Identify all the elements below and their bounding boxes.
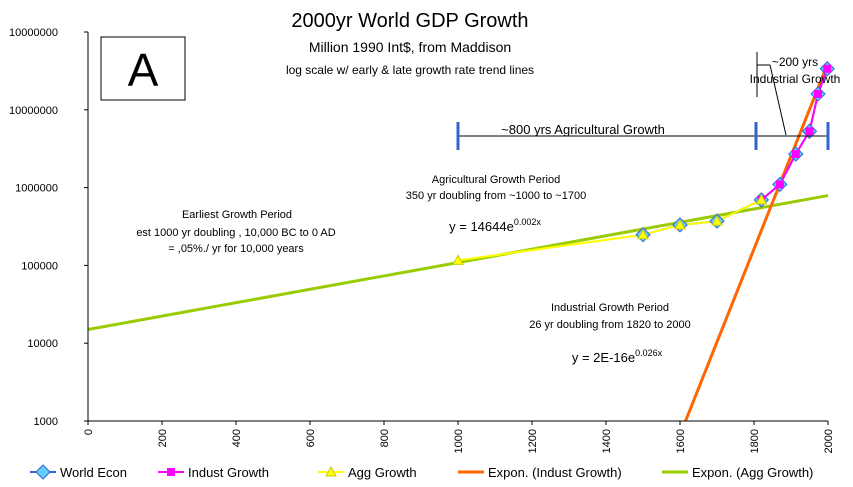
equation: y = 14644e0.002x xyxy=(449,217,541,234)
chart-title: 2000yr World GDP Growth xyxy=(291,10,528,32)
bracket xyxy=(458,52,828,137)
plot-area xyxy=(87,61,835,422)
marker xyxy=(167,468,175,476)
legend-label: Agg Growth xyxy=(348,465,417,480)
marker xyxy=(35,464,51,480)
annotation: ~800 yrs Agricultural Growth xyxy=(501,122,665,137)
x-tick-label: 1000 xyxy=(453,429,465,453)
series-line xyxy=(684,62,830,422)
marker xyxy=(823,64,832,73)
y-tick-label: 10000 xyxy=(27,338,58,350)
x-tick-label: 1600 xyxy=(675,429,687,453)
equation-text: y = 2E-16e xyxy=(572,350,635,365)
marker xyxy=(791,150,800,159)
y-tick-label: 100000 xyxy=(21,260,58,272)
legend-label: Indust Growth xyxy=(188,465,269,480)
legend-label: Expon. (Indust Growth) xyxy=(488,465,622,480)
equation-exponent: 0.026x xyxy=(635,348,663,358)
y-tick-label: 1000000 xyxy=(15,183,58,195)
equation: y = 2E-16e0.026x xyxy=(572,348,663,365)
legend-label: Expon. (Agg Growth) xyxy=(692,465,813,480)
annotation: 26 yr doubling from 1820 to 2000 xyxy=(529,319,690,331)
marker xyxy=(805,127,814,136)
annotation: Industrial Growth xyxy=(750,72,841,86)
subtitle: Million 1990 Int$, from Maddison xyxy=(309,39,511,55)
annotation: Agricultural Growth Period xyxy=(432,174,560,186)
annotation: ~200 yrs xyxy=(772,55,818,69)
x-tick-label: 800 xyxy=(379,429,391,447)
marker xyxy=(452,254,464,265)
equation-exponent: 0.002x xyxy=(514,217,542,227)
panel-box xyxy=(100,36,186,101)
marker xyxy=(814,89,823,98)
y-tick-label: 1000 xyxy=(34,416,58,428)
x-tick-label: 1200 xyxy=(527,429,539,453)
annotation: Earliest Growth Period xyxy=(182,209,292,221)
legend-label: World Econ xyxy=(60,465,127,480)
x-tick-label: 2000 xyxy=(823,429,835,453)
marker xyxy=(711,215,723,226)
annotation: 350 yr doubling from ~1000 to ~1700 xyxy=(406,190,586,202)
marker xyxy=(775,180,784,189)
marker xyxy=(325,465,337,477)
marker xyxy=(674,218,686,230)
annotation: = ,05%./ yr for 10,000 years xyxy=(168,243,304,255)
x-tick-label: 1400 xyxy=(601,429,613,453)
x-tick-label: 600 xyxy=(305,429,317,447)
marker xyxy=(755,193,768,205)
y-tick-label: 10000000 xyxy=(9,105,58,117)
legend: World Econ Indust Growth Agg Growth Expon. … xyxy=(30,464,813,480)
span-marker xyxy=(456,122,830,150)
annotation: Industrial Growth Period xyxy=(551,302,669,314)
marker xyxy=(637,228,649,240)
panel-label: A xyxy=(128,44,159,96)
x-tick-label: 200 xyxy=(157,429,169,447)
x-tick-label: 400 xyxy=(231,429,243,447)
annotation: est 1000 yr doubling , 10,000 BC to 0 AD xyxy=(136,227,335,239)
x-tick-label: 1800 xyxy=(749,429,761,453)
equation-text: y = 14644e xyxy=(449,219,514,234)
annotation: log scale w/ early & late growth rate tr… xyxy=(286,63,534,77)
y-tick-label: 10000000 xyxy=(9,27,58,39)
x-tick-label: 0 xyxy=(83,429,95,435)
